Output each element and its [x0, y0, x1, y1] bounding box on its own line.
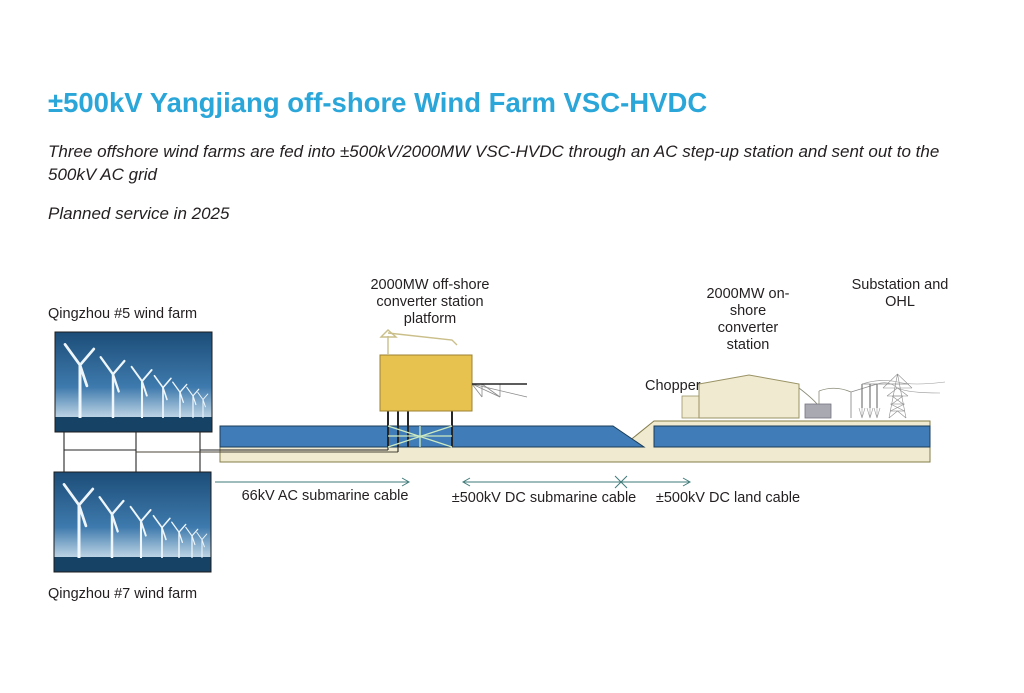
svg-text:2000MW off-shore: 2000MW off-shore	[370, 277, 489, 293]
svg-text:station: station	[727, 337, 770, 353]
svg-text:2000MW on-: 2000MW on-	[706, 286, 789, 302]
svg-text:Qingzhou #5 wind farm: Qingzhou #5 wind farm	[48, 306, 197, 322]
svg-text:converter: converter	[718, 320, 779, 336]
svg-text:Substation and: Substation and	[852, 277, 949, 293]
svg-text:±500kV DC submarine cable: ±500kV DC submarine cable	[452, 490, 636, 506]
svg-text:converter station: converter station	[376, 294, 483, 310]
svg-text:±500kV DC land cable: ±500kV DC land cable	[656, 490, 800, 506]
svg-text:Qingzhou #7 wind farm: Qingzhou #7 wind farm	[48, 586, 197, 602]
svg-text:platform: platform	[404, 311, 456, 327]
svg-text:shore: shore	[730, 303, 766, 319]
svg-text:66kV AC submarine cable: 66kV AC submarine cable	[242, 488, 409, 504]
svg-text:Chopper: Chopper	[645, 378, 701, 394]
svg-text:OHL: OHL	[885, 294, 915, 310]
